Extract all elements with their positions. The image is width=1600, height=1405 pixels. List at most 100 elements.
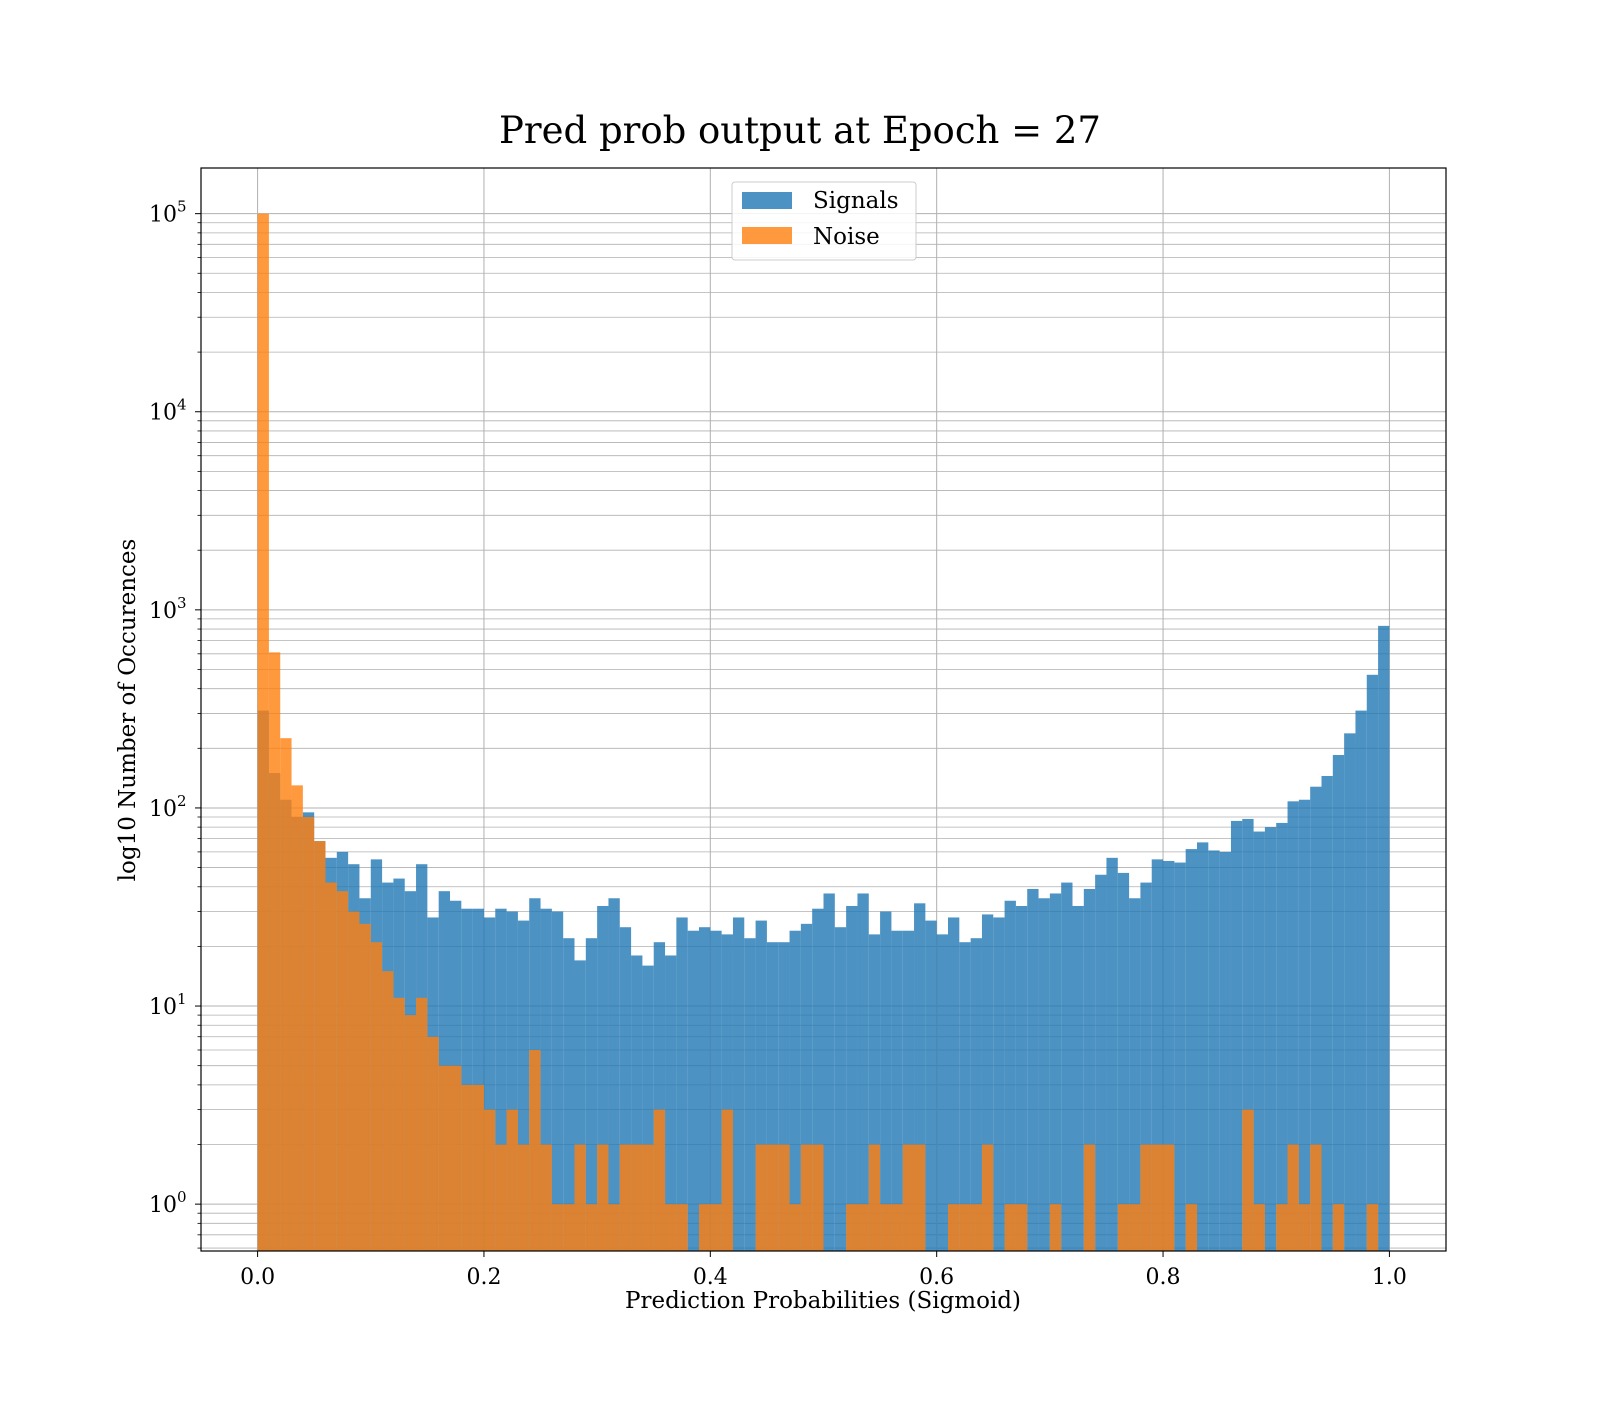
signals-bar [1061,882,1073,1251]
x-tick-label: 0.6 [919,1265,954,1290]
noise-bar [619,1144,632,1251]
signals-bar [619,927,632,1251]
signals-bar [993,917,1005,1251]
x-tick-label: 0.0 [240,1265,275,1290]
signals-bar [834,927,847,1251]
signals-bar [880,911,892,1251]
signals-bar [1208,850,1220,1251]
signals-bar [1072,905,1084,1251]
signals-bar [483,917,496,1251]
signals-bar [800,923,813,1251]
signals-bar [1140,882,1152,1251]
noise-bar [336,891,349,1251]
signals-bar [1219,851,1231,1251]
noise-bar [766,1144,779,1251]
signals-bar [472,908,484,1251]
signals-bar [902,930,915,1251]
signals-bar [1015,905,1028,1251]
signals-bar [597,905,609,1251]
noise-bar [280,738,292,1251]
noise-bar [676,1204,688,1251]
noise-bar [506,1109,518,1251]
noise-bar [1366,1204,1379,1251]
noise-bar [914,1144,926,1251]
noise-bar [382,971,394,1251]
noise-bar [597,1144,609,1251]
noise-bar [846,1204,858,1251]
noise-bar [529,1049,541,1251]
signals-bar [936,934,948,1251]
noise-bar [868,1144,881,1251]
noise-bar [1310,1144,1322,1251]
signals-bar [766,942,779,1251]
signals-bar [642,965,654,1251]
y-tick-label: 10 [149,599,177,624]
noise-bar [1163,1144,1175,1251]
noise-bar [1140,1144,1152,1251]
signals-bar [891,930,903,1251]
signals-bar [721,934,733,1251]
noise-bar [959,1204,971,1251]
signals-bar [551,911,564,1251]
signals-bar [517,920,530,1251]
signals-bar [970,938,982,1251]
signals-bar [823,893,835,1251]
noise-bar [1242,1109,1254,1251]
y-tick-label: 10 [149,1193,177,1218]
noise-bar [551,1204,564,1251]
noise-bar [314,841,326,1251]
signals-bar [846,905,858,1251]
x-tick-label: 0.8 [1146,1265,1181,1290]
noise-bar [699,1204,711,1251]
noise-bar [721,1109,733,1251]
noise-bar [540,1144,552,1251]
signals-bar [665,955,677,1251]
signals-bar [585,938,598,1251]
noise-bar [981,1144,994,1251]
noise-bar [483,1109,496,1251]
signals-bar [1027,888,1039,1251]
noise-bar [427,1036,439,1251]
y-tick-exponent: 5 [177,198,187,216]
noise-bar [1129,1204,1141,1251]
signals-bar [495,908,507,1251]
x-tick-label: 0.2 [466,1265,501,1290]
signals-bar [574,960,586,1251]
noise-bar [1083,1144,1096,1251]
noise-bar [902,1144,915,1251]
signals-bar [1276,822,1288,1251]
signals-bar [1129,898,1141,1251]
noise-bar [608,1204,620,1251]
noise-bar [1151,1144,1164,1251]
noise-bar [800,1144,813,1251]
signals-bar [653,942,666,1251]
signals-bar [1151,859,1164,1251]
y-tick-exponent: 3 [177,594,187,612]
noise-bar [450,1065,462,1251]
signals-bar [563,938,575,1251]
x-tick-label: 1.0 [1372,1265,1407,1290]
signals-bar [1163,860,1175,1251]
noise-bar [710,1204,722,1251]
x-axis-label: Prediction Probabilities (Sigmoid) [625,1288,1021,1314]
signals-bar [1038,898,1050,1251]
signals-bar [1321,775,1333,1251]
noise-bar [665,1204,677,1251]
signals-bar [1117,872,1130,1251]
noise-bar [585,1204,598,1251]
noise-bar [1004,1204,1016,1251]
signals-bar [778,942,790,1251]
noise-bar [653,1109,666,1251]
signals-bar [868,934,881,1251]
chart-title: Pred prob output at Epoch = 27 [499,109,1101,152]
signals-bar [1230,820,1243,1251]
noise-bar [631,1144,643,1251]
legend-label-noise: Noise [813,224,880,250]
x-tick-label: 0.4 [693,1265,728,1290]
signals-bar [1253,831,1265,1251]
signals-bar [925,920,937,1251]
y-tick-exponent: 2 [177,792,187,810]
noise-bar [370,942,383,1251]
